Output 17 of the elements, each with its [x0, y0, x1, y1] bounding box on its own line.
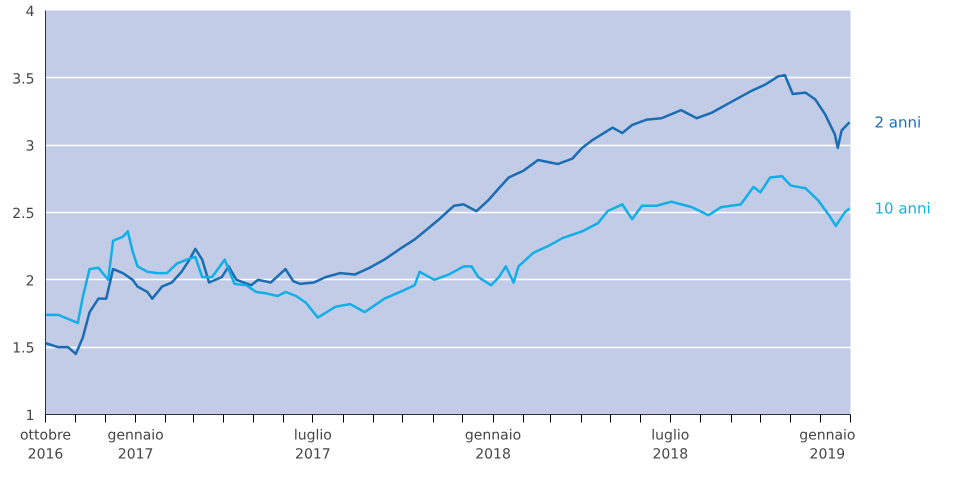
x-tick-label: gennaio 2018 — [464, 428, 522, 463]
x-tick-label: luglio 2017 — [294, 428, 332, 463]
y-tick-label: 1 — [26, 408, 35, 424]
y-tick-label: 2 — [26, 273, 35, 290]
y-tick-label: 3 — [26, 138, 35, 155]
line-series — [46, 74, 850, 356]
y-tick-label: 3.5 — [12, 71, 34, 88]
x-tick-label: gennaio 2017 — [107, 428, 164, 463]
x-tick-label: luglio 2018 — [651, 428, 690, 463]
line-series — [46, 174, 850, 324]
y-tick-label: 1.5 — [12, 340, 34, 357]
y-tick-label: 4 — [26, 4, 35, 20]
series-label: 10 anni — [874, 199, 931, 218]
x-tick-label: ottobre 2016 — [20, 428, 72, 463]
x-tick-label: gennaio 2019 — [799, 428, 856, 463]
series-label: 2 anni — [874, 113, 922, 132]
y-tick-label: 2.5 — [12, 206, 34, 222]
